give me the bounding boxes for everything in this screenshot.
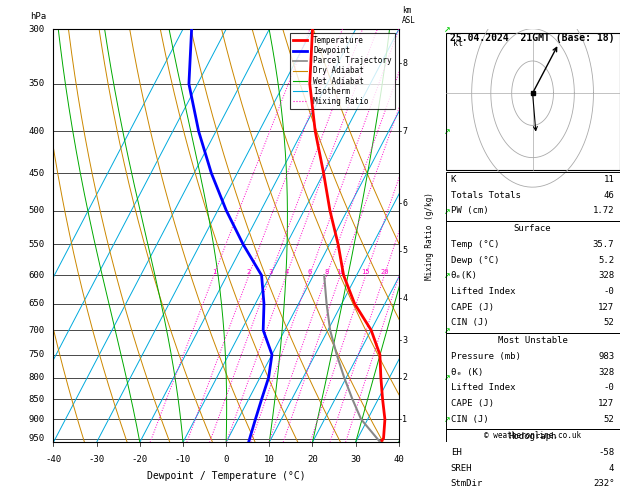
Text: 1.72: 1.72 — [593, 207, 615, 215]
Bar — [445, 429, 620, 486]
Text: Pressure (mb): Pressure (mb) — [451, 352, 521, 361]
Text: 800: 800 — [29, 373, 45, 382]
Text: 6: 6 — [308, 269, 312, 276]
Text: Surface: Surface — [514, 224, 552, 233]
Bar — [445, 333, 620, 429]
Text: 8: 8 — [403, 58, 408, 68]
Text: -30: -30 — [89, 455, 104, 464]
Text: 500: 500 — [29, 206, 45, 215]
Text: 2: 2 — [403, 373, 408, 382]
Text: km
ASL: km ASL — [403, 6, 416, 25]
Text: EH: EH — [451, 448, 462, 457]
Text: 46: 46 — [604, 191, 615, 200]
Text: 450: 450 — [29, 169, 45, 178]
Text: Hodograph: Hodograph — [508, 433, 557, 441]
Text: Mixing Ratio (g/kg): Mixing Ratio (g/kg) — [425, 192, 435, 279]
Text: 1: 1 — [403, 415, 408, 424]
Text: K: K — [451, 175, 456, 184]
Text: -10: -10 — [175, 455, 191, 464]
Text: θₑ(K): θₑ(K) — [451, 271, 477, 280]
Text: CAPE (J): CAPE (J) — [451, 399, 494, 408]
Text: 11: 11 — [604, 175, 615, 184]
Text: CAPE (J): CAPE (J) — [451, 303, 494, 312]
Text: 4: 4 — [403, 294, 408, 303]
Text: 5.2: 5.2 — [598, 256, 615, 264]
Text: 15: 15 — [362, 269, 370, 276]
Text: -0: -0 — [604, 383, 615, 392]
Text: 35.7: 35.7 — [593, 240, 615, 249]
Text: 52: 52 — [604, 415, 615, 424]
Text: 6: 6 — [403, 199, 408, 208]
Text: 328: 328 — [598, 367, 615, 377]
Text: hPa: hPa — [30, 12, 47, 21]
Text: ↗: ↗ — [443, 206, 450, 216]
Text: 232°: 232° — [593, 480, 615, 486]
Text: ↗: ↗ — [443, 24, 450, 34]
Text: 3: 3 — [403, 336, 408, 345]
Text: 1: 1 — [212, 269, 216, 276]
Text: 950: 950 — [29, 434, 45, 443]
Text: Dewpoint / Temperature (°C): Dewpoint / Temperature (°C) — [147, 471, 306, 481]
Text: 328: 328 — [598, 271, 615, 280]
Text: 400: 400 — [29, 127, 45, 136]
Text: 300: 300 — [29, 25, 45, 34]
Text: 983: 983 — [598, 352, 615, 361]
Text: 650: 650 — [29, 299, 45, 308]
Text: 52: 52 — [604, 318, 615, 328]
Text: -20: -20 — [131, 455, 148, 464]
Text: SREH: SREH — [451, 464, 472, 473]
Text: Dewp (°C): Dewp (°C) — [451, 256, 499, 264]
Text: Lifted Index: Lifted Index — [451, 383, 515, 392]
Text: ↗: ↗ — [443, 270, 450, 280]
Text: 127: 127 — [598, 303, 615, 312]
Text: 127: 127 — [598, 399, 615, 408]
Text: 20: 20 — [380, 269, 389, 276]
Text: 4: 4 — [284, 269, 289, 276]
Text: 10: 10 — [264, 455, 275, 464]
Text: 20: 20 — [307, 455, 318, 464]
Text: 5: 5 — [403, 246, 408, 255]
Text: 3: 3 — [269, 269, 272, 276]
Text: 2: 2 — [247, 269, 251, 276]
Text: 900: 900 — [29, 415, 45, 424]
Text: 8: 8 — [325, 269, 329, 276]
Text: CIN (J): CIN (J) — [451, 318, 489, 328]
Legend: Temperature, Dewpoint, Parcel Trajectory, Dry Adiabat, Wet Adiabat, Isotherm, Mi: Temperature, Dewpoint, Parcel Trajectory… — [291, 33, 395, 109]
Text: -0: -0 — [604, 287, 615, 296]
Text: 350: 350 — [29, 79, 45, 88]
Text: θₑ (K): θₑ (K) — [451, 367, 483, 377]
Text: CIN (J): CIN (J) — [451, 415, 489, 424]
Text: 40: 40 — [394, 455, 404, 464]
Text: PW (cm): PW (cm) — [451, 207, 489, 215]
Text: 600: 600 — [29, 271, 45, 280]
Text: ↗: ↗ — [443, 325, 450, 335]
Text: ↗: ↗ — [443, 415, 450, 424]
Text: 550: 550 — [29, 240, 45, 249]
Text: -40: -40 — [45, 455, 62, 464]
Text: 850: 850 — [29, 395, 45, 403]
Text: 10: 10 — [336, 269, 345, 276]
Text: ↗: ↗ — [443, 372, 450, 382]
Bar — [445, 34, 620, 170]
Text: StmDir: StmDir — [451, 480, 483, 486]
Text: 700: 700 — [29, 326, 45, 334]
Text: Totals Totals: Totals Totals — [451, 191, 521, 200]
Text: 750: 750 — [29, 350, 45, 359]
Text: © weatheronline.co.uk: © weatheronline.co.uk — [484, 431, 581, 440]
Text: 30: 30 — [350, 455, 361, 464]
Text: ↗: ↗ — [443, 126, 450, 137]
Text: Most Unstable: Most Unstable — [498, 336, 567, 345]
Text: 0: 0 — [223, 455, 229, 464]
Bar — [445, 172, 620, 221]
Text: Lifted Index: Lifted Index — [451, 287, 515, 296]
Text: Temp (°C): Temp (°C) — [451, 240, 499, 249]
Text: 4: 4 — [609, 464, 615, 473]
Text: 25.04.2024  21GMT (Base: 18): 25.04.2024 21GMT (Base: 18) — [450, 34, 615, 43]
Text: kt: kt — [452, 39, 462, 49]
Text: -58: -58 — [598, 448, 615, 457]
Bar — [445, 221, 620, 333]
Text: 7: 7 — [403, 127, 408, 136]
